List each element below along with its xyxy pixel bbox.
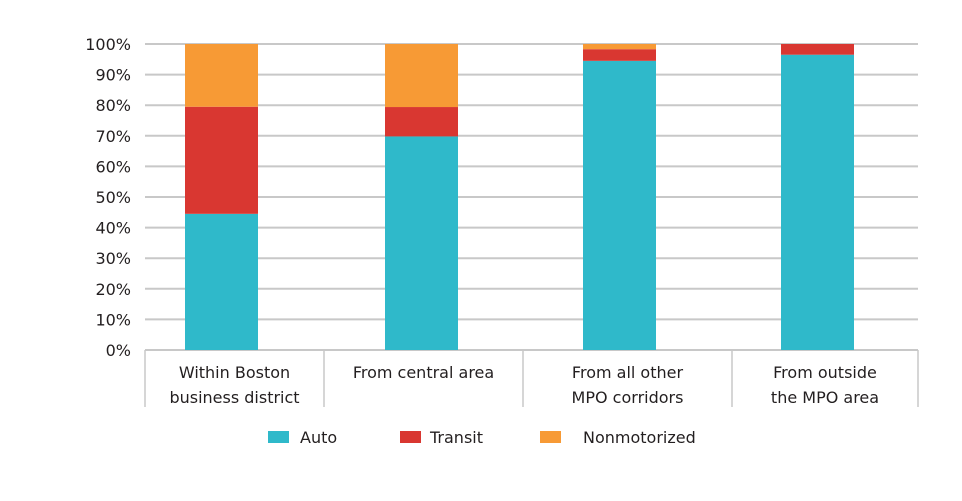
bar-segment-transit xyxy=(185,106,258,214)
legend-swatch xyxy=(540,431,561,443)
legend-swatch xyxy=(400,431,421,443)
x-tick-label: From central area xyxy=(353,363,494,382)
bar-segment-auto xyxy=(583,60,656,350)
bar-segment-nonmotorized xyxy=(385,44,458,108)
y-tick-label: 80% xyxy=(95,96,131,115)
legend-label: Auto xyxy=(300,428,337,447)
x-tick-label: From outside xyxy=(773,363,877,382)
legend-swatch xyxy=(268,431,289,443)
bar-segment-auto xyxy=(185,213,258,350)
y-tick-label: 40% xyxy=(95,219,131,238)
bar-segment-transit xyxy=(583,49,656,61)
x-tick-label: business district xyxy=(169,388,299,407)
y-tick-label: 0% xyxy=(106,341,131,360)
bar-segment-auto xyxy=(781,54,854,351)
bar-segment-nonmotorized xyxy=(583,44,656,50)
y-tick-label: 60% xyxy=(95,157,131,176)
y-tick-label: 100% xyxy=(85,35,131,54)
y-tick-label: 50% xyxy=(95,188,131,207)
bar-segment-nonmotorized xyxy=(185,44,258,107)
bar-segment-transit xyxy=(385,107,458,137)
y-tick-label: 90% xyxy=(95,66,131,85)
bar-segment-auto xyxy=(385,136,458,350)
y-tick-label: 20% xyxy=(95,280,131,299)
y-tick-label: 10% xyxy=(95,310,131,329)
y-tick-label: 30% xyxy=(95,249,131,268)
x-tick-label: Within Boston xyxy=(179,363,290,382)
y-tick-label: 70% xyxy=(95,127,131,146)
x-tick-label: the MPO area xyxy=(771,388,879,407)
x-tick-label: From all other xyxy=(572,363,684,382)
bar-segment-transit xyxy=(781,44,854,55)
x-tick-label: MPO corridors xyxy=(572,388,684,407)
legend-label: Nonmotorized xyxy=(583,428,696,447)
legend-label: Transit xyxy=(429,428,483,447)
